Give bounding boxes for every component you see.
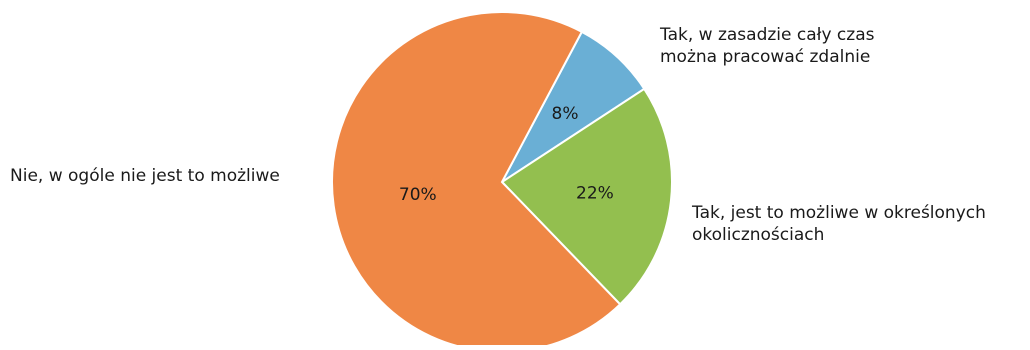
slice-label-fully-remote: Tak, w zasadzie cały czas można pracować… [660,24,874,68]
value-label-possible-in-circumstances: 22% [576,183,614,203]
value-label-fully-remote: 8% [552,104,579,124]
value-label-not-possible: 70% [399,185,437,205]
slice-label-possible-in-circumstances: Tak, jest to możliwe w określonych okoli… [692,202,986,246]
slice-label-not-possible: Nie, w ogóle nie jest to możliwe [10,165,280,187]
